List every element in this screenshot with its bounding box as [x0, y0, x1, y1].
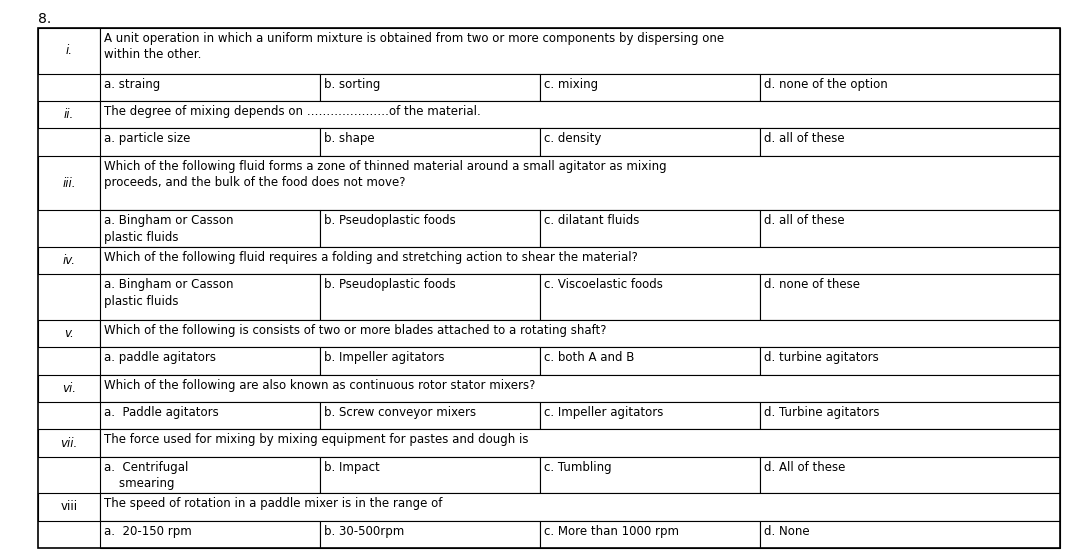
- Text: iii.: iii.: [63, 176, 76, 190]
- Bar: [760, 520, 1059, 548]
- Text: c. Viscoelastic foods: c. Viscoelastic foods: [544, 278, 663, 291]
- Text: The force used for mixing by mixing equipment for pastes and dough is: The force used for mixing by mixing equi…: [104, 434, 528, 446]
- Bar: [100, 211, 320, 247]
- Text: b. 30-500rpm: b. 30-500rpm: [324, 525, 404, 538]
- Bar: [100, 74, 320, 101]
- Text: b. Screw conveyor mixers: b. Screw conveyor mixers: [324, 406, 476, 419]
- Text: d. all of these: d. all of these: [764, 132, 845, 145]
- Bar: [100, 375, 1059, 402]
- Text: d. turbine agitators: d. turbine agitators: [764, 351, 879, 364]
- Bar: [38, 101, 100, 128]
- Bar: [320, 402, 540, 429]
- Text: c. both A and B: c. both A and B: [544, 351, 634, 364]
- Text: Which of the following is consists of two or more blades attached to a rotating : Which of the following is consists of tw…: [104, 324, 607, 337]
- Bar: [100, 156, 1059, 211]
- Text: The speed of rotation in a paddle mixer is in the range of: The speed of rotation in a paddle mixer …: [104, 497, 443, 510]
- Text: b. Impact: b. Impact: [324, 461, 380, 474]
- Bar: [38, 28, 100, 74]
- Text: a. straing: a. straing: [104, 77, 160, 91]
- Text: The degree of mixing depends on …………………of the material.: The degree of mixing depends on …………………o…: [104, 105, 481, 118]
- Text: v.: v.: [64, 327, 73, 340]
- Bar: [100, 493, 1059, 520]
- Text: b. Pseudoplastic foods: b. Pseudoplastic foods: [324, 278, 456, 291]
- Text: i.: i.: [66, 44, 72, 58]
- Bar: [100, 101, 1059, 128]
- Bar: [38, 375, 100, 402]
- Text: c. Tumbling: c. Tumbling: [544, 461, 611, 474]
- Text: a.  Paddle agitators: a. Paddle agitators: [104, 406, 219, 419]
- Bar: [320, 347, 540, 375]
- Text: iv.: iv.: [63, 254, 76, 267]
- Text: b. Pseudoplastic foods: b. Pseudoplastic foods: [324, 215, 456, 227]
- Text: vii.: vii.: [60, 436, 78, 450]
- Text: c. More than 1000 rpm: c. More than 1000 rpm: [544, 525, 679, 538]
- Text: c. mixing: c. mixing: [544, 77, 598, 91]
- Bar: [540, 128, 760, 156]
- Bar: [760, 211, 1059, 247]
- Bar: [100, 520, 320, 548]
- Bar: [38, 493, 100, 520]
- Bar: [320, 520, 540, 548]
- Text: d. none of the option: d. none of the option: [764, 77, 888, 91]
- Text: c. Impeller agitators: c. Impeller agitators: [544, 406, 663, 419]
- Text: b. shape: b. shape: [324, 132, 375, 145]
- Bar: [320, 274, 540, 320]
- Text: d. all of these: d. all of these: [764, 215, 845, 227]
- Bar: [100, 402, 320, 429]
- Bar: [100, 320, 1059, 347]
- Text: ii.: ii.: [64, 108, 75, 121]
- Bar: [760, 402, 1059, 429]
- Bar: [38, 320, 100, 347]
- Bar: [540, 211, 760, 247]
- Bar: [760, 347, 1059, 375]
- Bar: [760, 128, 1059, 156]
- Bar: [100, 247, 1059, 274]
- Text: d. None: d. None: [764, 525, 810, 538]
- Text: a. paddle agitators: a. paddle agitators: [104, 351, 216, 364]
- Text: d. Turbine agitators: d. Turbine agitators: [764, 406, 879, 419]
- Bar: [320, 211, 540, 247]
- Text: b. Impeller agitators: b. Impeller agitators: [324, 351, 445, 364]
- Bar: [100, 28, 1059, 74]
- Text: 8.: 8.: [38, 12, 51, 26]
- Text: a. particle size: a. particle size: [104, 132, 190, 145]
- Bar: [540, 520, 760, 548]
- Text: a. Bingham or Casson
plastic fluids: a. Bingham or Casson plastic fluids: [104, 278, 233, 308]
- Bar: [100, 429, 1059, 457]
- Bar: [540, 457, 760, 493]
- Text: Which of the following are also known as continuous rotor stator mixers?: Which of the following are also known as…: [104, 379, 536, 392]
- Bar: [38, 156, 100, 211]
- Bar: [320, 74, 540, 101]
- Bar: [320, 128, 540, 156]
- Bar: [540, 402, 760, 429]
- Text: d. All of these: d. All of these: [764, 461, 846, 474]
- Text: Which of the following fluid forms a zone of thinned material around a small agi: Which of the following fluid forms a zon…: [104, 160, 666, 189]
- Bar: [100, 274, 320, 320]
- Bar: [760, 457, 1059, 493]
- Bar: [100, 347, 320, 375]
- Text: b. sorting: b. sorting: [324, 77, 380, 91]
- Text: vi.: vi.: [62, 382, 76, 395]
- Bar: [38, 247, 100, 274]
- Text: a.  Centrifugal
    smearing: a. Centrifugal smearing: [104, 461, 188, 491]
- Text: c. density: c. density: [544, 132, 602, 145]
- Bar: [38, 429, 100, 457]
- Text: a. Bingham or Casson
plastic fluids: a. Bingham or Casson plastic fluids: [104, 215, 233, 244]
- Text: c. dilatant fluids: c. dilatant fluids: [544, 215, 639, 227]
- Bar: [760, 274, 1059, 320]
- Bar: [540, 274, 760, 320]
- Text: d. none of these: d. none of these: [764, 278, 860, 291]
- Text: viii: viii: [60, 500, 78, 513]
- Text: Which of the following fluid requires a folding and stretching action to shear t: Which of the following fluid requires a …: [104, 251, 638, 264]
- Bar: [540, 347, 760, 375]
- Bar: [320, 457, 540, 493]
- Bar: [540, 74, 760, 101]
- Bar: [760, 74, 1059, 101]
- Text: a.  20-150 rpm: a. 20-150 rpm: [104, 525, 192, 538]
- Text: A unit operation in which a uniform mixture is obtained from two or more compone: A unit operation in which a uniform mixt…: [104, 32, 724, 61]
- Bar: [100, 128, 320, 156]
- Bar: [100, 457, 320, 493]
